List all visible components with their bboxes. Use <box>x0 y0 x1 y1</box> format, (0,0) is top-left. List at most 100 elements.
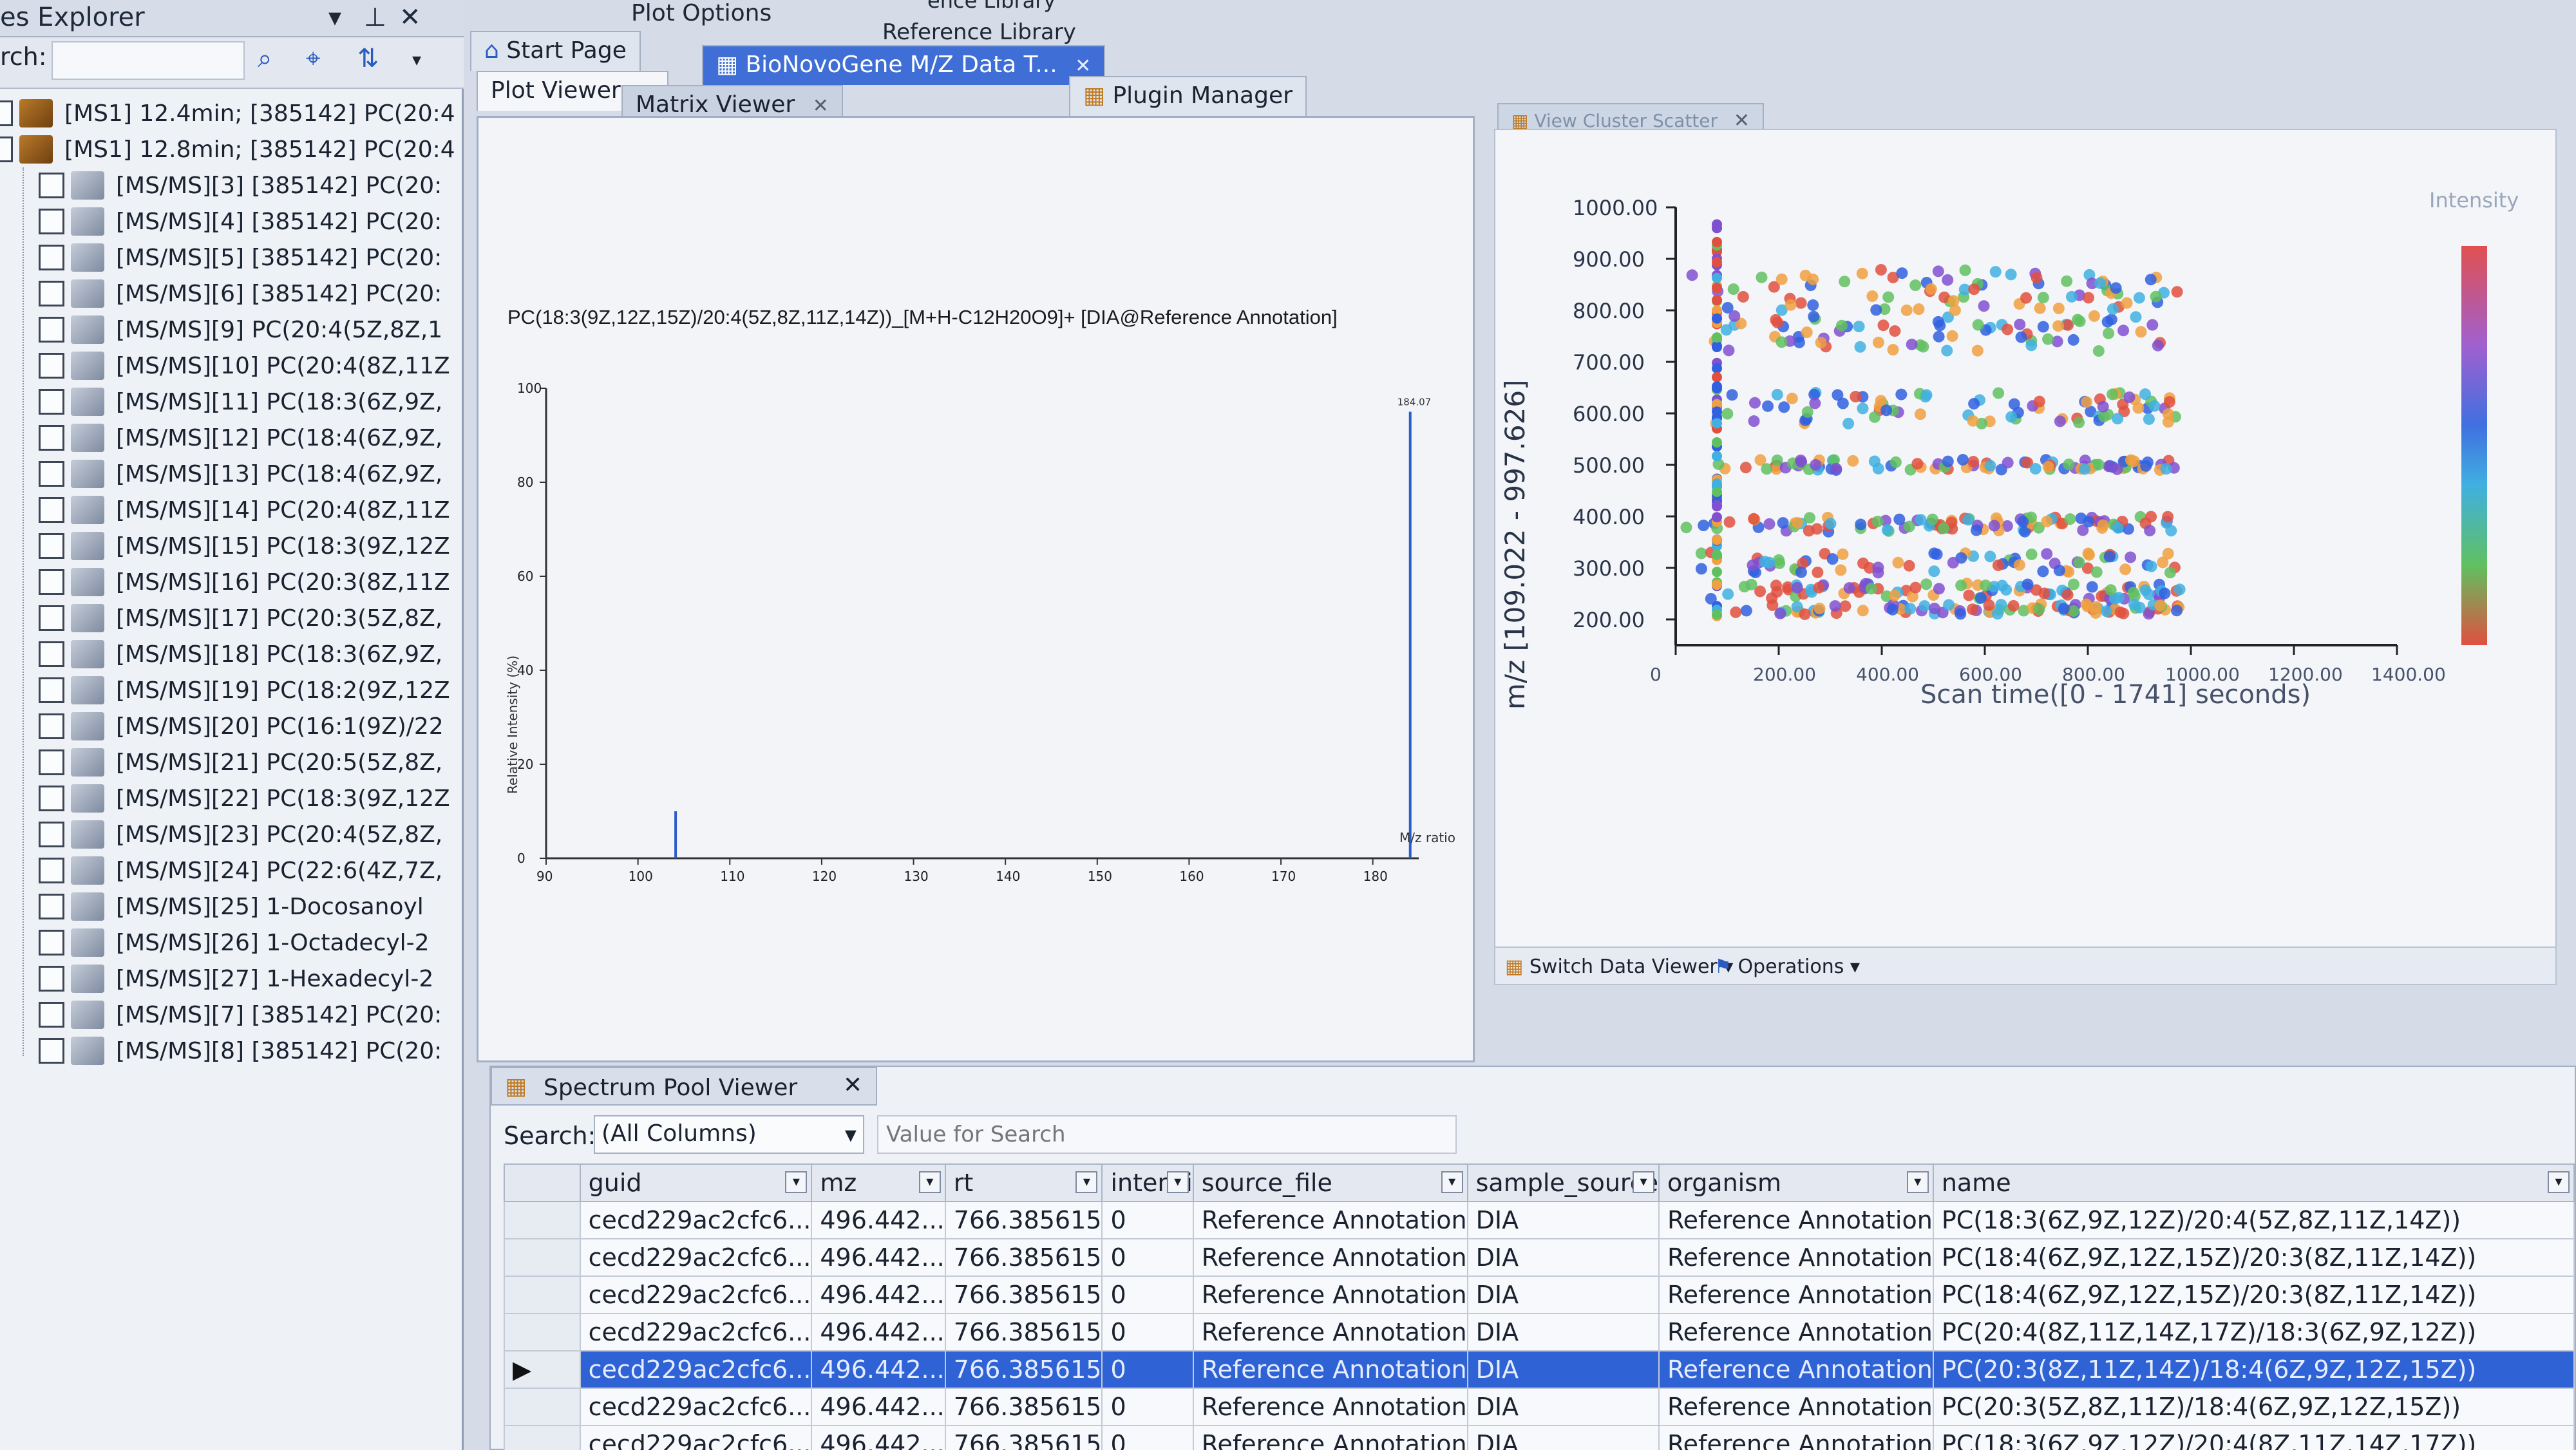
tree-item[interactable]: [MS/MS][14] PC(20:4(8Z,11Z <box>32 493 496 528</box>
row-header[interactable] <box>504 1425 581 1450</box>
table-cell[interactable]: DIA <box>1466 1201 1660 1239</box>
tree-item[interactable]: [MS1] 12.4min; [385142] PC(20:4 <box>0 97 464 131</box>
tree-item[interactable]: [MS/MS][18] PC(18:3(6Z,9Z, <box>32 637 496 672</box>
table-cell[interactable]: DIA <box>1466 1388 1660 1426</box>
tree-item[interactable]: [MS/MS][24] PC(22:6(4Z,7Z, <box>32 854 496 889</box>
tree-item[interactable]: [MS/MS][26] 1-Octadecyl-2 <box>32 926 496 961</box>
table-cell[interactable]: cecd229ac2cfc6... <box>579 1388 813 1426</box>
tree-item-checkbox[interactable] <box>39 461 64 487</box>
table-cell[interactable]: PC(18:4(6Z,9Z,12Z,15Z)/20:3(8Z,11Z,14Z)) <box>1932 1276 2575 1314</box>
tree-item[interactable]: [MS/MS][22] PC(18:3(9Z,12Z <box>32 782 496 816</box>
tree-item-checkbox[interactable] <box>39 533 64 559</box>
row-header[interactable] <box>504 1201 581 1239</box>
filter-dropdown-icon[interactable]: ▾ <box>1906 1171 1929 1193</box>
table-cell[interactable]: Reference Annotation <box>1192 1238 1468 1277</box>
menu-reference-library[interactable]: Reference Library <box>882 19 1076 45</box>
tab-data[interactable]: ▦ BioNovoGene M/Z Data T... ✕ <box>702 45 1106 85</box>
table-cell[interactable]: 766.385615 <box>944 1238 1103 1277</box>
close-icon[interactable]: ✕ <box>843 1072 863 1098</box>
tree-item-checkbox[interactable] <box>39 173 64 198</box>
table-cell[interactable]: cecd229ac2cfc6... <box>579 1201 813 1239</box>
tab-start-page[interactable]: ⌂ Start Page <box>470 31 641 71</box>
tree-item[interactable]: [MS/MS][17] PC(20:3(5Z,8Z, <box>32 601 496 636</box>
table-cell[interactable]: 496.442... <box>811 1313 946 1351</box>
tree-item-checkbox[interactable] <box>39 677 64 703</box>
pin-icon[interactable]: ⊥ <box>364 3 386 32</box>
column-header[interactable]: source_file ▾ <box>1192 1163 1468 1202</box>
table-cell[interactable]: DIA <box>1466 1425 1660 1450</box>
filter-dropdown-icon[interactable]: ▾ <box>785 1171 808 1193</box>
tree-item-checkbox[interactable] <box>39 353 64 379</box>
tree-item-checkbox[interactable] <box>39 425 64 451</box>
tree-item-checkbox[interactable] <box>39 749 64 775</box>
explorer-search-input[interactable] <box>52 41 245 80</box>
table-cell[interactable]: DIA <box>1466 1313 1660 1351</box>
more-icon[interactable]: ▾ <box>412 49 422 70</box>
tree-item[interactable]: [MS/MS][19] PC(18:2(9Z,12Z <box>32 673 496 708</box>
table-cell[interactable]: 766.385615 <box>944 1425 1103 1450</box>
table-cell[interactable]: 496.442... <box>811 1201 946 1239</box>
table-cell[interactable]: Reference Annotation <box>1658 1276 1934 1314</box>
tree-item[interactable]: [MS/MS][11] PC(18:3(6Z,9Z, <box>32 385 496 420</box>
tree-item[interactable]: [MS/MS][5] [385142] PC(20: <box>32 241 496 276</box>
table-cell[interactable]: 0 <box>1101 1276 1194 1314</box>
tree-item[interactable]: [MS/MS][20] PC(16:1(9Z)/22 <box>32 710 496 744</box>
table-cell[interactable]: Reference Annotation <box>1192 1201 1468 1239</box>
table-cell[interactable]: Reference Annotation <box>1192 1350 1468 1389</box>
tree-item[interactable]: [MS/MS][6] [385142] PC(20: <box>32 277 496 312</box>
row-header[interactable] <box>504 1388 581 1426</box>
table-cell[interactable]: cecd229ac2cfc6... <box>579 1238 813 1277</box>
table-cell[interactable]: DIA <box>1466 1276 1660 1314</box>
tree-item-checkbox[interactable] <box>0 137 13 162</box>
row-header[interactable] <box>504 1238 581 1277</box>
tree-item-checkbox[interactable] <box>39 281 64 306</box>
tree-item-checkbox[interactable] <box>39 894 64 919</box>
table-row[interactable]: ▶ cecd229ac2cfc6... 496.442... 766.385615 0 R… <box>504 1350 2575 1389</box>
table-cell[interactable]: 766.385615 <box>944 1313 1103 1351</box>
table-cell[interactable]: Reference Annotation <box>1658 1388 1934 1426</box>
column-header[interactable]: guid ▾ <box>579 1163 813 1202</box>
close-icon[interactable]: ✕ <box>1075 55 1092 77</box>
table-cell[interactable]: Reference Annotation <box>1192 1313 1468 1351</box>
table-cell[interactable]: Reference Annotation <box>1658 1201 1934 1239</box>
tree-item-checkbox[interactable] <box>39 713 64 739</box>
column-header[interactable]: intensi ▾ <box>1101 1163 1194 1202</box>
tree-item[interactable]: [MS/MS][8] [385142] PC(20: <box>32 1034 496 1069</box>
tree-item[interactable]: [MS/MS][9] PC(20:4(5Z,8Z,1 <box>32 313 496 348</box>
table-cell[interactable]: PC(18:4(6Z,9Z,12Z,15Z)/20:3(8Z,11Z,14Z)) <box>1932 1238 2575 1277</box>
tree-item[interactable]: [MS/MS][3] [385142] PC(20: <box>32 169 496 203</box>
table-cell[interactable]: 766.385615 <box>944 1201 1103 1239</box>
tree-item[interactable]: [MS/MS][10] PC(20:4(8Z,11Z <box>32 349 496 384</box>
row-header[interactable] <box>504 1313 581 1351</box>
table-cell[interactable]: 0 <box>1101 1350 1194 1389</box>
filter-dropdown-icon[interactable]: ▾ <box>918 1171 941 1193</box>
tree-item[interactable]: [MS/MS][15] PC(18:3(9Z,12Z <box>32 529 496 564</box>
table-cell[interactable]: cecd229ac2cfc6... <box>579 1350 813 1389</box>
menu-plot-options[interactable]: Plot Options <box>631 0 772 26</box>
table-cell[interactable]: 766.385615 <box>944 1276 1103 1314</box>
table-cell[interactable]: Reference Annotation <box>1192 1388 1468 1426</box>
table-cell[interactable]: PC(18:3(6Z,9Z,12Z)/20:4(5Z,8Z,11Z,14Z)) <box>1932 1201 2575 1239</box>
table-cell[interactable]: 0 <box>1101 1425 1194 1450</box>
operations-button[interactable]: ⚑ Operations ▾ <box>1714 956 1860 978</box>
close-icon[interactable]: ✕ <box>812 95 829 117</box>
column-header[interactable]: sample_source ▾ <box>1466 1163 1660 1202</box>
column-header[interactable]: name ▾ <box>1932 1163 2575 1202</box>
table-cell[interactable]: 0 <box>1101 1238 1194 1277</box>
filter-dropdown-icon[interactable]: ▾ <box>1632 1171 1654 1193</box>
tree-item-checkbox[interactable] <box>39 317 64 343</box>
table-cell[interactable]: cecd229ac2cfc6... <box>579 1425 813 1450</box>
tree-item-checkbox[interactable] <box>39 822 64 847</box>
table-row[interactable]: cecd229ac2cfc6... 496.442... 766.385615 0 Re… <box>504 1313 2575 1351</box>
tree-item-checkbox[interactable] <box>39 1002 64 1028</box>
table-cell[interactable]: 766.385615 <box>944 1350 1103 1389</box>
tab-plugin-manager[interactable]: ▦ Plugin Manager <box>1069 76 1307 116</box>
table-cell[interactable]: 0 <box>1101 1388 1194 1426</box>
table-cell[interactable]: PC(20:4(8Z,11Z,14Z,17Z)/18:3(6Z,9Z,12Z)) <box>1932 1313 2575 1351</box>
switch-viewer-button[interactable]: ▦ Switch Data Viewer ▾ <box>1505 956 1734 978</box>
tree-item[interactable]: [MS/MS][27] 1-Hexadecyl-2 <box>32 962 496 997</box>
table-cell[interactable]: Reference Annotation <box>1658 1238 1934 1277</box>
tree-item-checkbox[interactable] <box>39 605 64 631</box>
filter-dropdown-icon[interactable]: ▾ <box>1075 1171 1098 1193</box>
table-cell[interactable]: Reference Annotation <box>1192 1276 1468 1314</box>
